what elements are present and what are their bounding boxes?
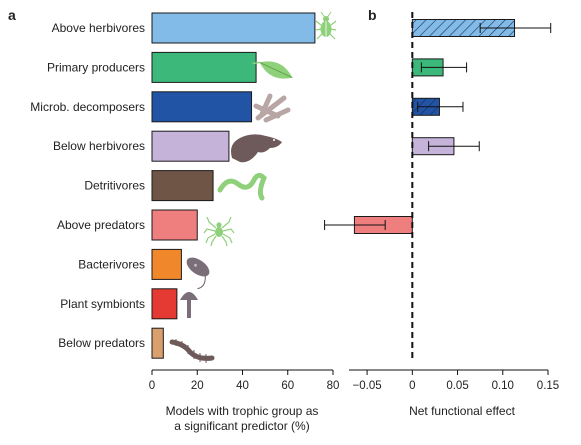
panel-a-x-axis-title-line1: Models with trophic group as [166, 404, 319, 418]
panel-b-tick-label-0: −0.05 [353, 380, 382, 392]
panel-b-tick-label-1: 0 [409, 380, 415, 392]
panel-a: Above herbivores Primary producers Microb.… [30, 11, 340, 433]
category-label-below-predators: Below predators [58, 336, 145, 350]
protist-icon [186, 257, 210, 290]
category-label-above-predators: Above predators [57, 218, 145, 232]
bar-a-below-predators [151, 327, 164, 359]
category-label-bacterivores: Bacterivores [78, 257, 145, 271]
leaf-icon [252, 61, 293, 79]
panel-a-x-axis: 0 20 40 60 80 [149, 369, 340, 392]
panel-a-x-axis-title-line2: a significant predictor (%) [174, 419, 309, 433]
panel-a-category-labels: Above herbivores Primary producers Microb.… [30, 21, 145, 350]
panel-b-x-axis: −0.05 0 0.05 0.10 0.15 [349, 369, 559, 392]
earthworm-icon [217, 172, 267, 201]
panel-b-tick-label-2: 0.05 [446, 380, 468, 392]
bar-a-primary-producers [151, 51, 257, 83]
bar-a-microb-decomposers [151, 91, 253, 123]
bar-a-detritivores [151, 170, 214, 202]
panel-a-bars [151, 12, 316, 359]
category-label-above-herbivores: Above herbivores [52, 21, 145, 35]
category-label-below-herbivores: Below herbivores [53, 139, 145, 153]
category-label-microb-decomposers: Microb. decomposers [30, 100, 145, 114]
bar-a-bacterivores [151, 248, 182, 280]
panel-b-x-axis-title: Net functional effect [409, 404, 516, 418]
panel-a-tick-label-60: 60 [281, 380, 294, 392]
panel-b-bars [324, 19, 552, 234]
centipede-icon [169, 339, 215, 363]
panel-a-tick-label-80: 80 [327, 380, 340, 392]
panel-letter-a: a [8, 7, 16, 23]
bar-a-below-herbivores [151, 130, 230, 162]
category-label-primary-producers: Primary producers [47, 60, 145, 74]
bar-a-above-herbivores [151, 12, 316, 44]
panel-a-tick-label-20: 20 [191, 380, 204, 392]
panel-letter-b: b [368, 7, 377, 23]
panel-a-tick-label-0: 0 [149, 380, 155, 392]
panel-b-tick-label-3: 0.10 [492, 380, 514, 392]
panel-a-tick-label-40: 40 [236, 380, 249, 392]
category-label-detritivores: Detritivores [84, 179, 145, 193]
beetle-icon [315, 11, 337, 40]
panel-b: −0.05 0 0.05 0.10 0.15 Net functional effect [324, 12, 559, 418]
hyphae-icon [253, 93, 291, 123]
mole-icon [231, 134, 282, 163]
mushroom-icon [180, 292, 198, 318]
bar-a-above-predators [151, 209, 198, 241]
spider-icon [203, 216, 235, 247]
panel-a-icons [169, 11, 337, 363]
bar-a-plant-symbionts [151, 288, 178, 320]
category-label-plant-symbionts: Plant symbionts [60, 297, 145, 311]
panel-b-tick-label-4: 0.15 [537, 380, 559, 392]
bar-b-hatch-above-herbivores [412, 19, 515, 37]
